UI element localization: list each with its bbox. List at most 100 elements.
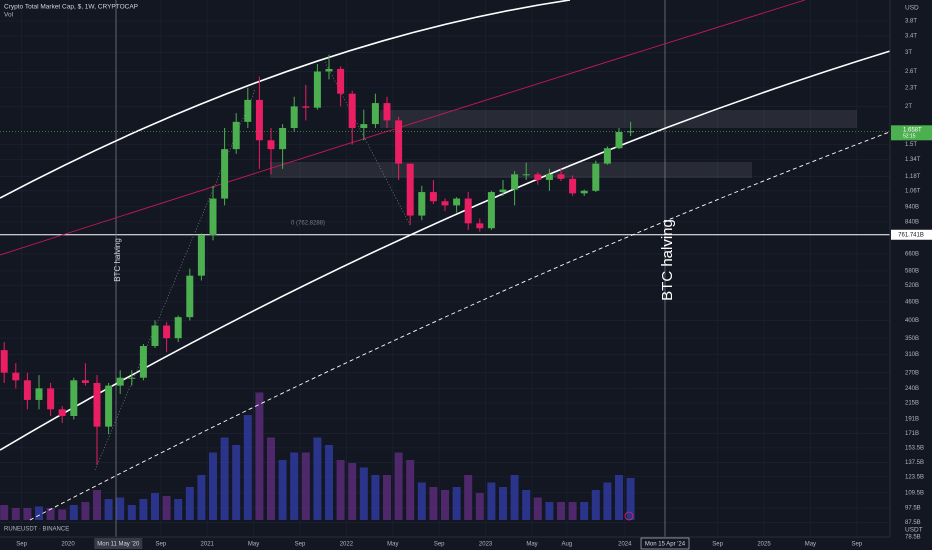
volume-bar: [116, 497, 125, 520]
x-tick-label: Sep: [295, 542, 306, 548]
x-tick-label: May: [805, 542, 816, 548]
x-tick-label: Sep: [16, 542, 27, 548]
y-tick-label: 940B: [905, 204, 919, 210]
volume-bar: [557, 502, 565, 520]
candle-body: [406, 163, 414, 216]
volume-bar: [267, 437, 275, 520]
candle-body: [441, 201, 449, 206]
volume-bar: [626, 478, 635, 520]
volume-bar: [46, 508, 55, 520]
candle-body: [534, 174, 542, 180]
volume-bar: [290, 452, 299, 520]
candle-body: [511, 174, 519, 190]
candle-body: [627, 131, 635, 133]
y-tick-label: 400B: [905, 318, 919, 324]
x-tick-label: May: [387, 542, 398, 548]
volume-bar: [0, 505, 9, 520]
candle-body: [105, 385, 113, 427]
volume-bar: [568, 502, 577, 520]
y-tick-label: 270B: [905, 370, 919, 376]
y-tick-label: 460B: [905, 299, 919, 305]
y-tick-label: 240B: [905, 386, 919, 392]
volume-bar: [162, 496, 171, 520]
candle-body: [209, 198, 217, 236]
volume-bar: [139, 499, 148, 520]
y-tick-label: 350B: [905, 336, 919, 342]
candle-body: [232, 121, 240, 150]
grid: [0, 0, 890, 538]
overlay-symbol: RUNEUSDT · BINANCE: [4, 527, 69, 533]
candle-body: [221, 149, 229, 199]
x-tick-label: 2024: [618, 542, 632, 548]
candle-body: [70, 380, 78, 416]
y-tick-label: 2.3T: [905, 85, 917, 91]
candle-body: [267, 140, 275, 150]
y-tick-label: 1.18T: [905, 174, 921, 180]
volume-bar: [174, 499, 183, 520]
candle-body: [81, 380, 89, 383]
candle-body: [499, 189, 507, 193]
volume-bar: [452, 487, 461, 520]
x-tick-label: 2021: [201, 542, 215, 548]
volume-bar: [545, 502, 554, 520]
channel-middle: [0, 47, 901, 451]
candle-body: [186, 275, 194, 318]
y-tick-label: 109.5B: [905, 490, 924, 496]
time-axis: [0, 537, 932, 550]
volume-bar: [406, 460, 415, 520]
x-tick-label: Mon 11 May '20: [97, 542, 140, 548]
fib-line: [94, 61, 411, 471]
y-tick-label: 87.5B: [905, 520, 921, 526]
last-price-bg: [891, 125, 932, 141]
zone: [380, 110, 857, 128]
x-tick-label: Sep: [851, 542, 862, 548]
candle-body: [58, 409, 66, 416]
volume-bar: [104, 499, 113, 520]
candle-body: [348, 93, 356, 128]
volume-bar: [220, 437, 229, 520]
volume-bar: [81, 502, 90, 520]
crosshair-label-bg: [640, 537, 690, 550]
candle-body: [0, 350, 8, 373]
y-tick-label: 580B: [905, 269, 919, 275]
y-tick-label: 840B: [905, 219, 919, 225]
volume-bar: [301, 452, 310, 520]
volume-bar: [429, 487, 438, 520]
candle-body: [476, 223, 484, 229]
candle-body: [360, 124, 368, 128]
y-tick-label: 78.5B: [905, 535, 921, 541]
volume-bar: [475, 493, 484, 520]
annotation: BTC halving: [113, 238, 122, 282]
zone: [270, 162, 752, 178]
y-tick-label: 2T: [905, 104, 912, 110]
x-tick-label: 2023: [479, 542, 493, 548]
volume-bar: [615, 475, 623, 520]
candle-body: [302, 106, 310, 108]
candle-body: [545, 174, 553, 180]
x-tick-label: Sep: [712, 542, 723, 548]
volume-bar: [603, 482, 612, 520]
y-tick-label: 3T: [905, 50, 912, 56]
annotation: BTC halving: [659, 219, 676, 301]
candle-body: [116, 377, 124, 386]
candle-body: [325, 68, 333, 72]
volume-bar: [209, 452, 217, 520]
candle-body: [197, 235, 205, 276]
event-icon[interactable]: [624, 511, 634, 521]
currency: USD: [905, 5, 919, 12]
candle-body: [255, 99, 263, 141]
last-price-label: 1.658T: [903, 127, 922, 133]
candle-body: [464, 198, 472, 224]
y-tick-label: 660B: [905, 251, 919, 257]
volume-bar: [533, 497, 542, 520]
volume-bar: [359, 467, 368, 520]
volume-bar: [23, 508, 32, 520]
volume-pane: [0, 392, 635, 520]
candle-body: [337, 68, 345, 94]
y-tick-label: 3.8T: [905, 19, 917, 25]
candle-body: [174, 317, 182, 339]
candle-body: [151, 325, 159, 347]
volume-bar: [185, 487, 194, 520]
volume-bar: [255, 392, 264, 520]
